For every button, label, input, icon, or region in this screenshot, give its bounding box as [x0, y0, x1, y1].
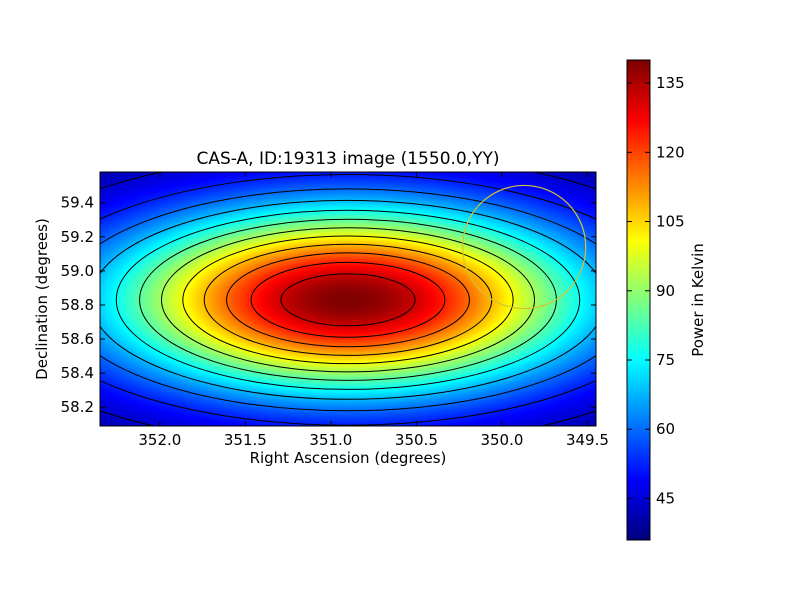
y-tick-label: 59.0: [61, 262, 94, 280]
y-tick-label: 58.2: [61, 398, 94, 416]
contour-lines: [100, 172, 596, 426]
x-tick-label: 351.5: [224, 431, 267, 449]
contour-line: [100, 199, 596, 400]
colorbar: 45 60 75 90 105 120 135 Power in Kelvin: [626, 59, 707, 541]
colorbar-tick-label: 75: [656, 351, 675, 369]
contour-line: [100, 188, 596, 412]
colorbar-tick-label: 135: [656, 74, 685, 92]
colorbar-gradient: [627, 60, 650, 540]
contour-line: [182, 235, 514, 365]
contour-line: [100, 174, 596, 426]
beam-circle: [461, 184, 587, 310]
colorbar-tick-label: 45: [656, 489, 675, 507]
x-axis-label: Right Ascension (degrees): [250, 449, 447, 467]
x-tick-label: 352.0: [138, 431, 181, 449]
x-tick-label: 350.5: [395, 431, 438, 449]
colorbar-tick-label: 105: [656, 213, 685, 231]
colorbar-tick-label: 90: [656, 282, 675, 300]
plot-area: [99, 171, 597, 427]
colorbar-label: Power in Kelvin: [689, 243, 707, 357]
x-tick-label: 350.0: [480, 431, 523, 449]
contour-line: [226, 252, 470, 348]
colorbar-tick-label: 120: [656, 143, 685, 161]
contour-line: [115, 209, 581, 390]
y-tick-label: 58.8: [61, 296, 94, 314]
y-axis-label: Declination (degrees): [33, 218, 51, 380]
y-tick-label: 58.6: [61, 330, 94, 348]
y-tick-label: 58.4: [61, 364, 94, 382]
x-axis: 352.0 351.5 351.0 350.5 350.0 349.5: [138, 172, 609, 449]
plot-frame: [99, 171, 597, 427]
colorbar-ticks: 45 60 75 90 105 120 135: [627, 74, 685, 507]
colorbar-frame: [626, 59, 651, 541]
x-tick-label: 351.0: [309, 431, 352, 449]
y-tick-label: 59.4: [61, 194, 94, 212]
x-tick-label: 349.5: [566, 431, 609, 449]
contour-line: [280, 273, 416, 327]
y-axis: 58.2 58.4 58.6 58.8 59.0 59.2 59.4: [61, 194, 596, 416]
y-tick-label: 59.2: [61, 228, 94, 246]
contour-line: [160, 227, 536, 373]
colorbar-tick-label: 60: [656, 420, 675, 438]
contour-line: [250, 261, 446, 338]
chart-title: CAS-A, ID:19313 image (1550.0,YY): [196, 149, 499, 169]
